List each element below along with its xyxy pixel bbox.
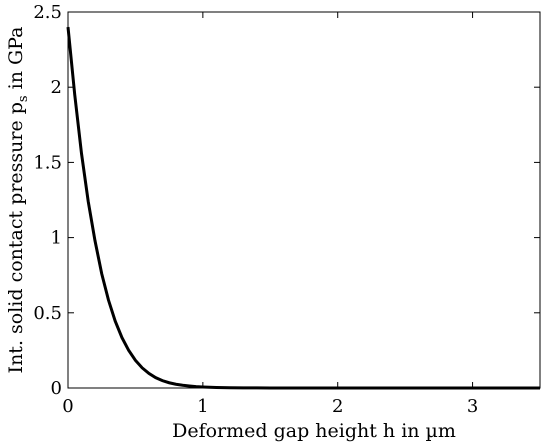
y-axis-label: Int. solid contact pressure ps in GPa bbox=[5, 27, 31, 374]
y-tick-label: 0.5 bbox=[33, 303, 62, 324]
series-line bbox=[66, 26, 540, 390]
plot-frame bbox=[67, 11, 541, 389]
x-axis-label: Deformed gap height h in µm bbox=[172, 420, 456, 442]
y-tick-label: 0 bbox=[51, 378, 62, 399]
x-axis-ticks: 0 1 2 3 bbox=[62, 12, 478, 417]
y-axis-label-main: Int. solid contact pressure p bbox=[5, 102, 27, 373]
x-tick-label: 0 bbox=[62, 396, 73, 417]
y-axis-ticks: 0 0.5 1 1.5 2 2.5 bbox=[33, 2, 540, 399]
x-tick-label: 2 bbox=[332, 396, 343, 417]
y-tick-label: 2 bbox=[51, 77, 62, 98]
y-tick-label: 2.5 bbox=[33, 2, 62, 23]
y-axis-label-tail: in GPa bbox=[5, 27, 27, 96]
x-tick-label: 3 bbox=[467, 396, 478, 417]
y-tick-label: 1 bbox=[51, 228, 62, 249]
x-tick-label: 1 bbox=[197, 396, 208, 417]
y-tick-label: 1.5 bbox=[33, 152, 62, 173]
y-axis-label-subscript: s bbox=[16, 95, 31, 102]
